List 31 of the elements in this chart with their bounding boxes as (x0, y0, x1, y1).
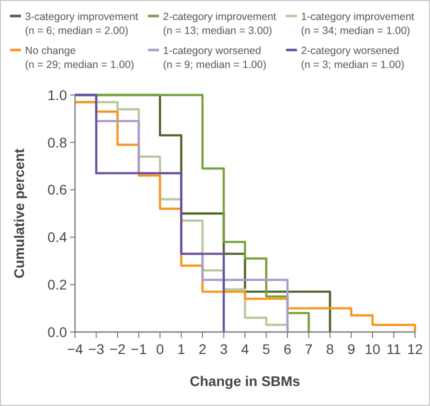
y-tick-label: 0.6 (48, 182, 68, 198)
legend-label: 3-category improvement (n = 6; median = 2.00) (25, 11, 138, 37)
x-tick-label: 8 (326, 341, 334, 357)
x-tick-label: 6 (284, 341, 292, 357)
legend-label: 1-category worsened (n = 9; median = 1.00) (163, 45, 266, 71)
x-tick-label: 7 (304, 341, 313, 357)
x-tick-label: 2 (198, 341, 207, 357)
y-tick-label: 0.2 (48, 276, 68, 292)
x-tick-label: 3 (220, 341, 228, 357)
x-tick-label: −2 (110, 341, 126, 357)
x-tick-label: 0 (156, 341, 164, 357)
y-axis-title: Cumulative percent (11, 148, 27, 278)
x-tick-label: 5 (262, 341, 270, 357)
x-tick-label: 1 (177, 341, 186, 357)
x-tick-label: −1 (130, 341, 147, 357)
legend-label: 2-category improvement (n = 13; median = 3.00) (163, 11, 276, 37)
y-tick-label: 0.8 (48, 134, 68, 150)
x-tick-label: 11 (386, 341, 402, 357)
y-tick-label: 1.0 (48, 86, 68, 103)
x-tick-label: −3 (88, 341, 104, 357)
legend-label: 1-category improvement (n = 34; median = 1.00) (301, 11, 414, 37)
x-tick-label: 10 (364, 341, 380, 357)
x-tick-label: 4 (241, 341, 250, 357)
y-tick-label: 0.0 (48, 324, 68, 340)
x-axis-title: Change in SBMs (190, 373, 300, 389)
x-tick-label: −4 (67, 341, 84, 357)
x-tick-label: 12 (407, 341, 423, 357)
legend-label: 2-category worsened (n = 3; median = 1.00) (301, 45, 404, 71)
legend-label: No change (n = 29; median = 1.00) (25, 45, 134, 71)
y-tick-label: 0.4 (48, 229, 68, 246)
x-tick-label: 9 (347, 341, 356, 357)
